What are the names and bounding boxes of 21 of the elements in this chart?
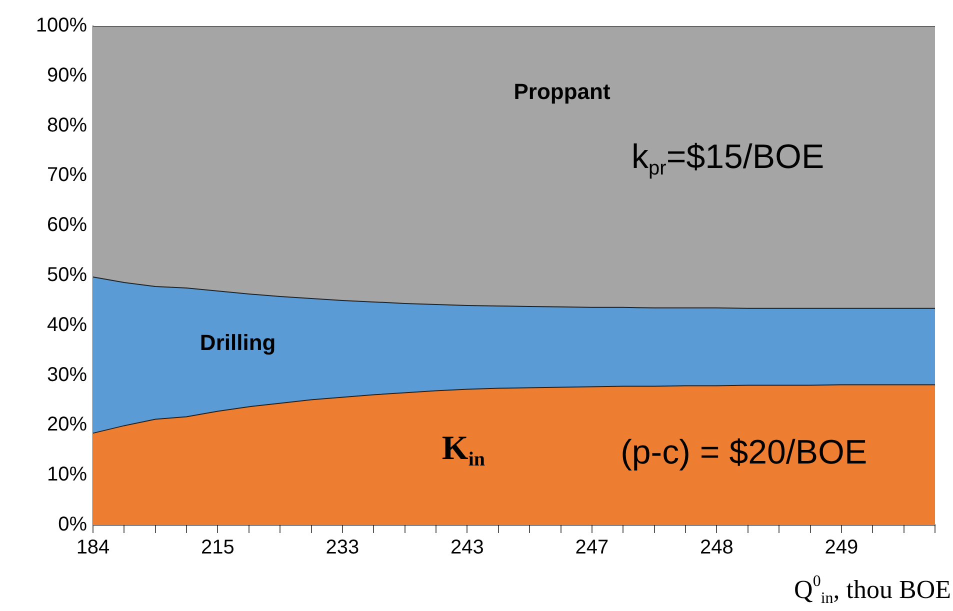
x-tick-label: 184 xyxy=(76,536,110,559)
x-tick-label: 247 xyxy=(575,536,609,559)
y-tick-label: 10% xyxy=(46,464,88,486)
y-tick-label: 100% xyxy=(36,14,88,37)
x-tick-label: 249 xyxy=(824,536,858,559)
y-tick-label: 60% xyxy=(46,214,88,236)
y-tick-label: 20% xyxy=(46,414,88,436)
x-tick-label: 233 xyxy=(326,536,360,559)
series-label: Proppant xyxy=(514,78,611,104)
x-tick-label: 215 xyxy=(201,536,234,559)
y-tick-label: 70% xyxy=(46,164,88,186)
y-tick-label: 40% xyxy=(46,314,88,336)
annotation: (p-c) = $20/BOE xyxy=(620,434,868,472)
y-tick-label: 0% xyxy=(58,514,88,536)
x-tick-label: 248 xyxy=(700,536,734,559)
x-tick-label: 243 xyxy=(450,536,484,559)
y-tick-label: 30% xyxy=(46,364,88,386)
y-tick-label: 50% xyxy=(46,264,88,286)
y-tick-label: 90% xyxy=(46,64,88,86)
y-tick-label: 80% xyxy=(46,114,88,136)
series-label: Drilling xyxy=(200,330,276,355)
